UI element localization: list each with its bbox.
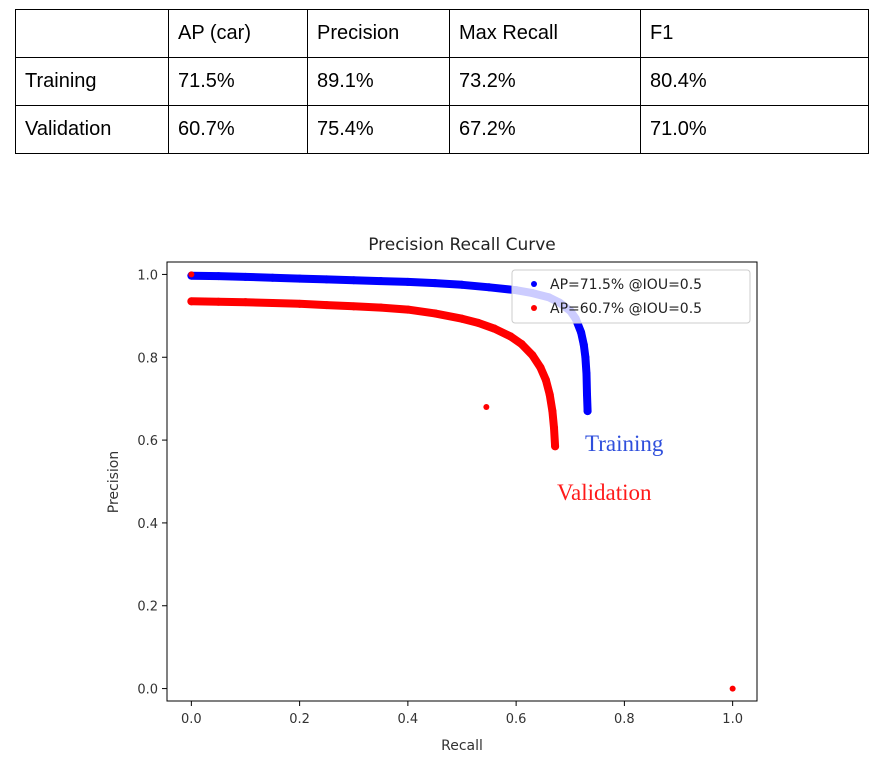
data-point-validation (349, 302, 358, 311)
table-cell: 75.4% (307, 105, 450, 154)
y-tick-label: 0.0 (137, 683, 158, 698)
row-label: Validation (15, 105, 169, 154)
data-point-validation (322, 301, 331, 310)
data-point-validation (548, 407, 557, 416)
data-point-training (349, 276, 358, 285)
plot-frame (166, 261, 758, 702)
series-line-validation (187, 297, 560, 451)
data-point-validation (295, 299, 304, 308)
x-tick-label: 0.4 (398, 712, 419, 727)
legend-label-validation: AP=60.7% @IOU=0.5 (550, 301, 702, 317)
legend-marker-validation (531, 305, 537, 311)
table-cell: 60.7% (168, 105, 308, 154)
x-tick-label: 1.0 (722, 712, 743, 727)
data-point-training (268, 273, 277, 282)
data-point-validation (528, 351, 537, 360)
outlier-point (188, 271, 195, 278)
table-cell: 71.5% (168, 57, 308, 106)
data-point-validation (268, 299, 277, 308)
data-point-validation (536, 363, 545, 372)
annotation-validation: Validation (557, 480, 652, 505)
x-tick-label: 0.2 (289, 712, 310, 727)
legend-marker-training (531, 281, 537, 287)
data-point-training (295, 274, 304, 283)
data-point-training (430, 279, 439, 288)
data-point-training (214, 272, 223, 281)
data-point-validation (241, 298, 250, 307)
data-point-validation (376, 303, 385, 312)
data-point-training (579, 340, 588, 349)
data-point-training (322, 275, 331, 284)
data-point-validation (214, 297, 223, 306)
data-point-training (241, 272, 250, 281)
data-point-validation (403, 305, 412, 314)
data-point-validation (551, 442, 560, 451)
outlier-point (729, 685, 736, 692)
legend-box (511, 269, 751, 324)
y-axis-label: Precision (106, 451, 122, 513)
data-point-validation (458, 314, 466, 323)
legend: AP=71.5% @IOU=0.5 AP=60.7% @IOU=0.5 (511, 269, 751, 324)
annotation-training: Training (585, 431, 664, 456)
table-cell: 80.4% (640, 57, 869, 106)
data-point-training (583, 390, 592, 399)
chart-title: Precision Recall Curve (368, 235, 556, 255)
data-point-training (583, 407, 592, 416)
data-point-validation (490, 324, 499, 333)
table-cell: 89.1% (307, 57, 450, 106)
y-tick-label: 0.8 (137, 351, 158, 366)
table-header-cell: F1 (640, 9, 869, 58)
data-point-validation (187, 297, 196, 306)
data-point-training (458, 280, 466, 289)
data-point-validation (474, 318, 483, 327)
x-tick-label: 0.0 (181, 712, 202, 727)
data-point-validation (506, 332, 515, 341)
x-tick-label: 0.6 (506, 712, 527, 727)
table-row: Training 71.5% 89.1% 73.2% 80.4% (15, 57, 869, 106)
y-tick-label: 0.2 (137, 600, 158, 615)
outlier-point (483, 403, 490, 410)
table-cell: 67.2% (449, 105, 641, 154)
data-point-validation (517, 340, 526, 349)
data-point-validation (545, 390, 554, 399)
data-point-training (577, 328, 586, 337)
table-header-cell: Max Recall (449, 9, 641, 58)
y-tick-label: 1.0 (137, 268, 158, 283)
data-point-validation (541, 376, 550, 385)
table-cell: 71.0% (640, 105, 869, 154)
x-axis-label: Recall (441, 738, 483, 754)
table-row: Validation 60.7% 75.4% 67.2% 71.0% (15, 105, 869, 154)
x-tick-label: 0.8 (614, 712, 635, 727)
data-point-training (403, 277, 412, 286)
y-tick-label: 0.6 (137, 434, 158, 449)
data-point-training (485, 283, 494, 292)
data-point-training (376, 277, 385, 286)
data-point-training (581, 353, 590, 362)
legend-label-training: AP=71.5% @IOU=0.5 (550, 277, 702, 293)
y-tick-label: 0.4 (137, 517, 158, 532)
data-point-training (582, 369, 591, 378)
metrics-table: AP (car) Precision Max Recall F1 Trainin… (15, 9, 869, 154)
data-point-validation (430, 309, 439, 318)
data-point-validation (550, 423, 559, 432)
